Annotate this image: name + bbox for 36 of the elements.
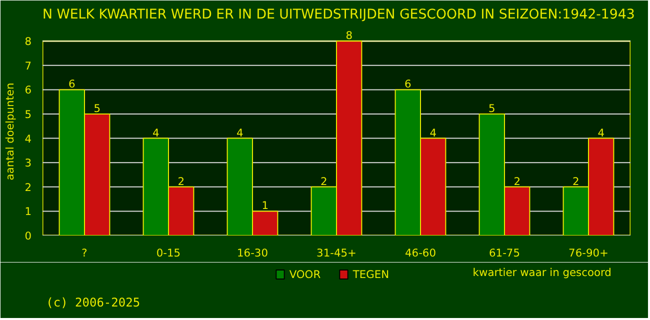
data-label: 1 — [262, 199, 268, 212]
data-label: 4 — [236, 126, 244, 140]
y-tick-label: 2 — [24, 180, 32, 194]
y-axis-title: aantal doelpunten — [4, 82, 17, 180]
data-label: 5 — [94, 102, 100, 116]
legend-label: TEGEN — [352, 268, 390, 281]
y-tick-label: 4 — [24, 132, 32, 146]
text: (c) 2006-2025 — [46, 296, 140, 310]
legend-label: VOOR — [289, 268, 322, 281]
data-label: 4 — [598, 126, 605, 140]
x-tick-label: ? — [82, 246, 88, 260]
x-tick-label: 31-45+ — [316, 246, 356, 260]
data-label: 4 — [430, 126, 437, 140]
x-tick-label: 16-30 — [237, 246, 268, 260]
y-tick-label: 8 — [24, 35, 32, 48]
x-tick-label: 76-90+ — [568, 246, 608, 260]
x-tick-label: 46-60 — [405, 246, 436, 260]
x-axis-title: kwartier waar in gescoord — [472, 266, 612, 279]
data-label: 2 — [320, 174, 328, 188]
y-tick-label: 1 — [24, 205, 32, 218]
data-label: 2 — [514, 174, 520, 188]
y-tick-label: 0 — [24, 230, 32, 242]
data-label: 4 — [152, 126, 160, 140]
y-tick-label: 7 — [24, 59, 32, 72]
y-tick-label: 6 — [24, 84, 32, 97]
data-label: 6 — [68, 78, 76, 91]
data-label: 8 — [346, 29, 353, 42]
chart-title: N WELK KWARTIER WERD ER IN DE UITWEDSTRIJDEN GESCOORD IN SEIZOEN:1942-1943 — [42, 8, 635, 22]
data-label: 2 — [572, 174, 580, 188]
x-tick-label: 61-75 — [489, 246, 520, 260]
y-tick-label: 5 — [24, 108, 32, 122]
data-label: 5 — [488, 102, 496, 116]
y-tick-label: 3 — [24, 156, 32, 170]
data-label: 2 — [178, 174, 184, 188]
data-label: 6 — [404, 78, 412, 91]
x-tick-label: 0-15 — [156, 246, 181, 260]
